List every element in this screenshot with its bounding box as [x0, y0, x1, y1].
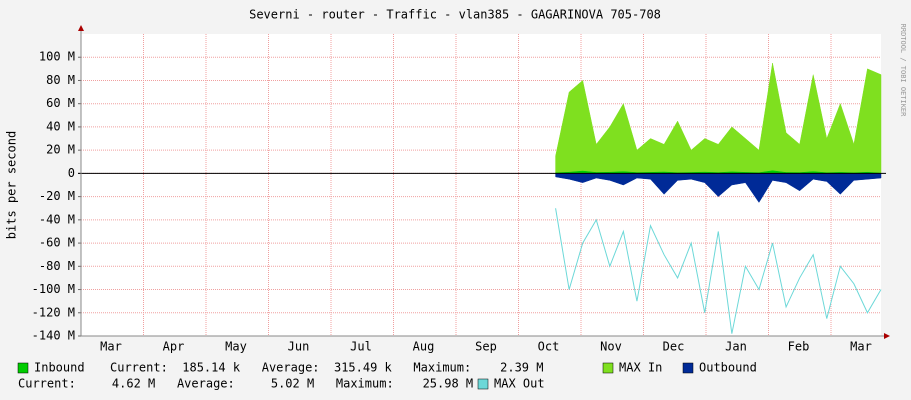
- x-arrow: [884, 333, 890, 339]
- y-tick-label: -80 M: [39, 259, 75, 273]
- series-line: [555, 208, 882, 334]
- legend-label: Inbound: [34, 361, 85, 375]
- y-tick-label: 80 M: [46, 73, 75, 87]
- series-area: [555, 173, 882, 203]
- x-tick-label: Mar: [100, 340, 122, 354]
- y-tick-label: 60 M: [46, 96, 75, 110]
- legend-stats: Current: 185.14 k Average: 315.49 k Maxi…: [110, 361, 543, 375]
- legend-swatch: [602, 362, 614, 374]
- x-tick-label: Apr: [163, 340, 185, 354]
- x-tick-label: Jan: [725, 340, 747, 354]
- x-tick-label: Mar: [850, 340, 872, 354]
- y-tick-label: 0: [68, 166, 75, 180]
- y-tick-label: 100 M: [39, 50, 75, 64]
- x-tick-label: Dec: [663, 340, 685, 354]
- y-tick-label: -60 M: [39, 236, 75, 250]
- x-tick-label: May: [225, 340, 247, 354]
- y-tick-label: 40 M: [46, 119, 75, 133]
- chart-title: Severni - router - Traffic - vlan385 - G…: [249, 8, 661, 22]
- y-tick-label: -20 M: [39, 189, 75, 203]
- y-tick-label: -140 M: [32, 329, 75, 343]
- marks: [555, 62, 882, 334]
- legend-label: Outbound: [699, 361, 757, 375]
- axes: 100 M 80 M 60 M 40 M 20 M 0 -20 M -40 M -60 M -80…: [32, 25, 890, 354]
- legend-label: MAX Out: [494, 377, 545, 391]
- legend-swatch: [477, 378, 489, 390]
- y-tick-label: 20 M: [46, 143, 75, 157]
- x-tick-label: Feb: [788, 340, 810, 354]
- x-tick-label: Jun: [288, 340, 310, 354]
- x-tick-label: Nov: [600, 340, 622, 354]
- y-axis-label: bits per second: [5, 131, 19, 239]
- series-area: [555, 62, 882, 174]
- y-arrow: [78, 25, 84, 31]
- x-tick-label: Sep: [475, 340, 497, 354]
- series-area: [555, 170, 882, 174]
- y-tick-label: -120 M: [32, 305, 75, 319]
- legend-swatch: [682, 362, 694, 374]
- legend-label: MAX In: [619, 361, 662, 375]
- watermark: RRDTOOL / TOBI OETIKER: [899, 24, 907, 118]
- x-tick-label: Oct: [538, 340, 560, 354]
- y-tick-label: -100 M: [32, 282, 75, 296]
- legend-swatch: [17, 362, 29, 374]
- y-tick-label: -40 M: [39, 212, 75, 226]
- x-tick-label: Jul: [350, 340, 372, 354]
- x-tick-label: Aug: [413, 340, 435, 354]
- legend-stats: Current: 4.62 M Average: 5.02 M Maximum:…: [18, 377, 473, 391]
